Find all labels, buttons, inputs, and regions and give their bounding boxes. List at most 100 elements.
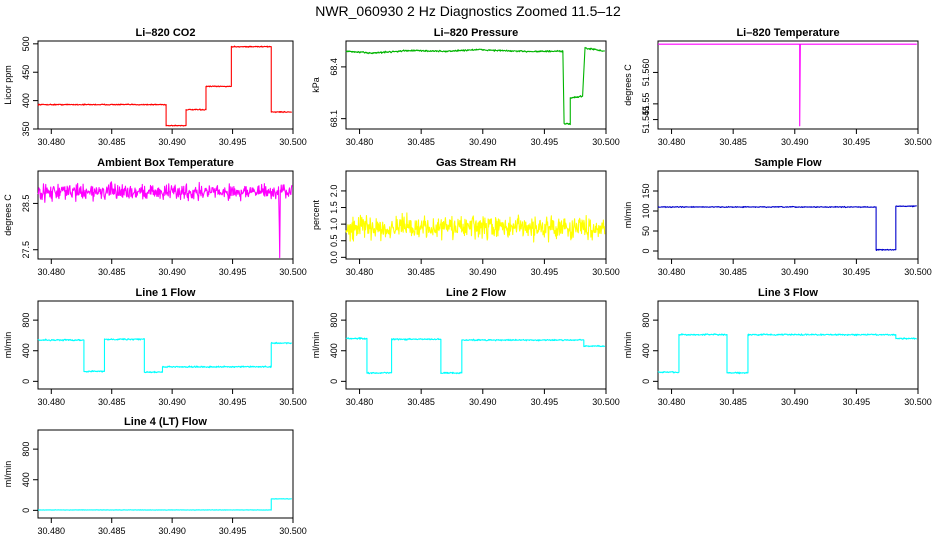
plot-frame bbox=[345, 170, 607, 260]
x-tick-label: 30.500 bbox=[904, 137, 932, 147]
y-axis-label: ml/min bbox=[623, 202, 633, 229]
x-tick-label: 30.500 bbox=[904, 267, 932, 277]
y-tick-label: 51.55 bbox=[641, 93, 651, 116]
y-tick-label: 400 bbox=[21, 93, 31, 108]
x-tick-label: 30.490 bbox=[469, 397, 497, 407]
y-tick-label: 0 bbox=[21, 379, 31, 384]
y-tick-label: 800 bbox=[641, 313, 651, 328]
panel-title: Li–820 CO2 bbox=[136, 27, 196, 39]
y-axis-label: degrees C bbox=[623, 64, 633, 106]
y-tick-label: 68.1 bbox=[329, 110, 339, 128]
y-tick-label: 27.5 bbox=[21, 241, 31, 259]
y-axis-label: degrees C bbox=[3, 194, 13, 236]
x-tick-label: 30.490 bbox=[781, 397, 809, 407]
x-tick-label: 30.485 bbox=[719, 267, 747, 277]
y-axis-label: ml/min bbox=[3, 461, 13, 488]
plot-frame bbox=[345, 300, 607, 390]
line-2-flow-panel: Line 2 Flow 30.480 30.485 30.490 30.495 30.50… bbox=[311, 287, 620, 407]
plot-frame bbox=[657, 40, 919, 130]
y-tick-label: 800 bbox=[329, 313, 339, 328]
panel-title: Ambient Box Temperature bbox=[97, 157, 234, 169]
x-tick-label: 30.485 bbox=[407, 397, 435, 407]
y-axis-label: ml/min bbox=[623, 332, 633, 359]
y-tick-label: 0 bbox=[641, 248, 651, 253]
x-tick-label: 30.500 bbox=[279, 526, 307, 536]
li820-temperature-panel: Li–820 Temperature 30.480 30.485 30.490 30.4… bbox=[623, 27, 932, 147]
x-tick-label: 30.500 bbox=[592, 137, 620, 147]
x-tick-label: 30.490 bbox=[158, 267, 186, 277]
x-tick-label: 30.495 bbox=[219, 137, 247, 147]
y-tick-label: 0.5 bbox=[329, 234, 339, 247]
y-axis-label: ml/min bbox=[3, 332, 13, 359]
plot-frame bbox=[345, 40, 607, 130]
panel-title: Line 1 Flow bbox=[136, 287, 196, 299]
y-tick-label: 350 bbox=[21, 121, 31, 136]
plot-frame bbox=[37, 300, 294, 390]
x-tick-label: 30.480 bbox=[38, 137, 66, 147]
x-tick-label: 30.500 bbox=[904, 397, 932, 407]
y-axis-label: ml/min bbox=[311, 332, 321, 359]
x-tick-label: 30.500 bbox=[279, 267, 307, 277]
y-axis-label: Licor ppm bbox=[3, 65, 13, 105]
y-tick-label: 800 bbox=[21, 313, 31, 328]
y-tick-label: 51.560 bbox=[641, 59, 651, 87]
line-3-flow-panel: Line 3 Flow 30.480 30.485 30.490 30.495 30.50… bbox=[623, 287, 932, 407]
x-tick-label: 30.500 bbox=[592, 267, 620, 277]
gas-stream-rh-panel: Gas Stream RH 30.480 30.485 30.490 30.495 30.… bbox=[311, 157, 620, 277]
x-tick-label: 30.490 bbox=[158, 526, 186, 536]
y-tick-label: 28.5 bbox=[21, 195, 31, 213]
x-tick-label: 30.500 bbox=[592, 397, 620, 407]
y-tick-label: 2.0 bbox=[329, 185, 339, 198]
y-axis-label: percent bbox=[311, 199, 321, 230]
plot-frame bbox=[657, 170, 919, 260]
y-tick-label: 500 bbox=[21, 36, 31, 51]
line-2-flow-series-line bbox=[345, 337, 606, 375]
y-axis-label: kPa bbox=[311, 77, 321, 93]
line-1-flow-panel: Line 1 Flow 30.480 30.485 30.490 30.495 30.50… bbox=[3, 287, 307, 407]
plot-frame bbox=[37, 429, 294, 519]
li820-co2-panel: Li–820 CO2 30.480 30.485 30.490 30.495 30.500… bbox=[3, 27, 307, 147]
x-tick-label: 30.495 bbox=[531, 397, 559, 407]
y-tick-label: 150 bbox=[641, 183, 651, 198]
line-4-lt-flow-panel: Line 4 (LT) Flow 30.480 30.485 30.490 30.495… bbox=[3, 416, 307, 536]
y-tick-label: 1.0 bbox=[329, 218, 339, 231]
y-tick-label: 400 bbox=[641, 343, 651, 358]
y-tick-label: 0 bbox=[21, 508, 31, 513]
x-tick-label: 30.495 bbox=[531, 267, 559, 277]
x-tick-label: 30.480 bbox=[38, 267, 66, 277]
y-tick-label: 800 bbox=[21, 442, 31, 457]
x-tick-label: 30.480 bbox=[658, 267, 686, 277]
plot-frame bbox=[657, 300, 919, 390]
panel-title: Sample Flow bbox=[754, 157, 822, 169]
panel-title: Line 2 Flow bbox=[446, 287, 506, 299]
line-3-flow-series-line bbox=[657, 333, 917, 375]
ambient-box-temperature-series-line bbox=[37, 181, 293, 259]
li820-temperature-series-line bbox=[657, 43, 917, 127]
figure-title: NWR_060930 2 Hz Diagnostics Zoomed 11.5–… bbox=[315, 3, 621, 19]
x-tick-label: 30.495 bbox=[531, 137, 559, 147]
x-tick-label: 30.495 bbox=[219, 526, 247, 536]
x-tick-label: 30.485 bbox=[98, 526, 126, 536]
x-tick-label: 30.500 bbox=[279, 397, 307, 407]
y-tick-label: 400 bbox=[21, 472, 31, 487]
x-tick-label: 30.480 bbox=[658, 137, 686, 147]
x-tick-label: 30.490 bbox=[781, 137, 809, 147]
panel-title: Li–820 Pressure bbox=[434, 27, 518, 39]
x-tick-label: 30.495 bbox=[219, 267, 247, 277]
x-tick-label: 30.490 bbox=[469, 137, 497, 147]
y-tick-label: 400 bbox=[21, 343, 31, 358]
gas-stream-rh-series-line bbox=[345, 212, 606, 243]
ambient-box-temperature-panel: Ambient Box Temperature 30.480 30.485 30.49… bbox=[3, 157, 307, 277]
y-tick-label: 100 bbox=[641, 203, 651, 218]
panel-title: Li–820 Temperature bbox=[736, 27, 839, 39]
y-tick-label: 1.5 bbox=[329, 201, 339, 214]
x-tick-label: 30.480 bbox=[658, 397, 686, 407]
panel-title: Line 3 Flow bbox=[758, 287, 818, 299]
y-tick-label: 0.0 bbox=[329, 251, 339, 264]
x-tick-label: 30.495 bbox=[843, 137, 871, 147]
x-tick-label: 30.480 bbox=[346, 137, 374, 147]
y-tick-label: 400 bbox=[329, 343, 339, 358]
x-tick-label: 30.490 bbox=[158, 137, 186, 147]
x-tick-label: 30.485 bbox=[407, 267, 435, 277]
